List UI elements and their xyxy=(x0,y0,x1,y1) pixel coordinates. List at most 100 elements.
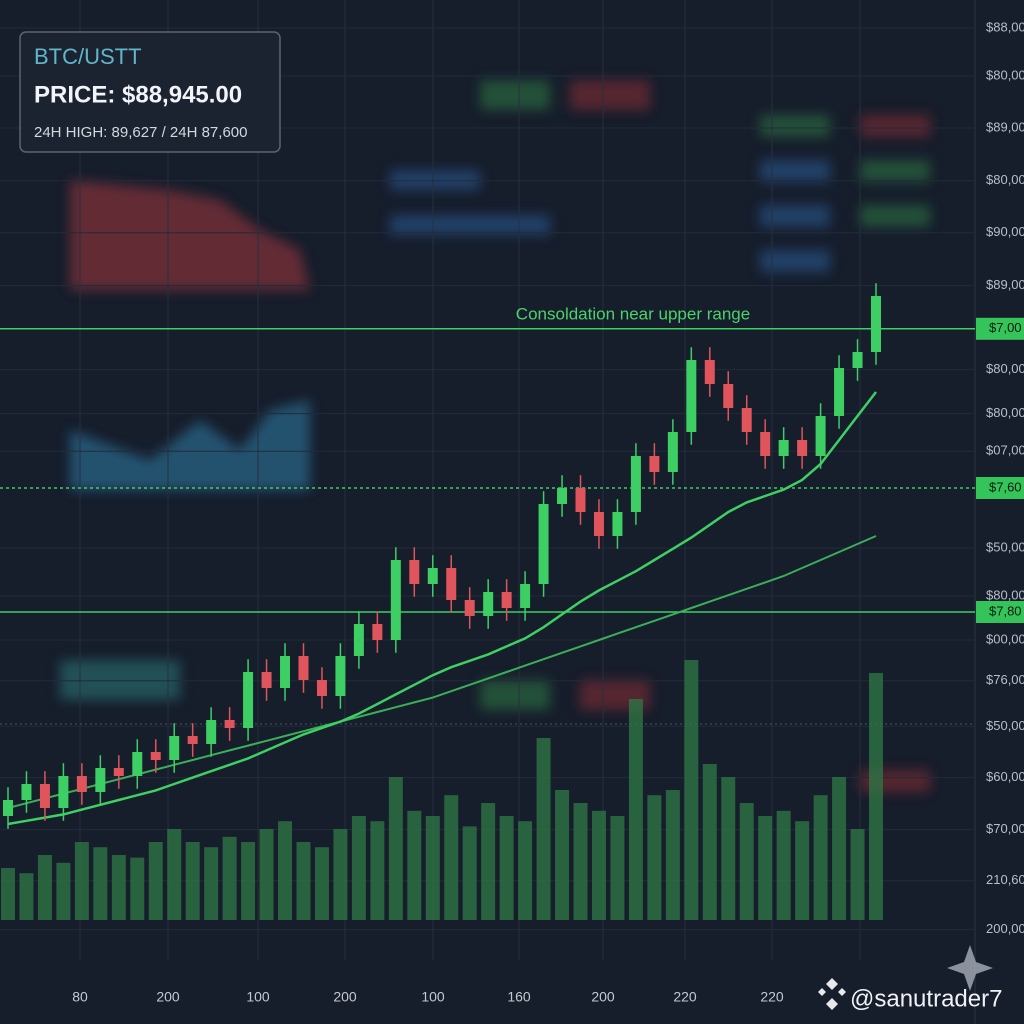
price-tag-label: $7,00 xyxy=(989,320,1022,335)
candle-body xyxy=(630,456,641,512)
x-tick-label: 220 xyxy=(760,989,784,1005)
candle-body xyxy=(464,600,475,616)
volume-bar xyxy=(462,826,477,920)
candle-body xyxy=(113,768,124,776)
candle-body xyxy=(593,512,604,536)
candle-body xyxy=(446,568,457,600)
volume-bar xyxy=(444,795,459,920)
x-tick-label: 200 xyxy=(156,989,180,1005)
candle-body xyxy=(39,784,50,808)
volume-bar xyxy=(19,873,34,920)
volume-bar xyxy=(351,816,366,920)
candle-body xyxy=(169,736,180,760)
candle-body xyxy=(760,432,771,456)
candle-body xyxy=(612,512,623,536)
volume-bar xyxy=(130,857,145,920)
volume-bar xyxy=(407,810,422,920)
volume-bar xyxy=(776,810,791,920)
candle-body xyxy=(224,720,235,728)
volume-bar xyxy=(628,699,643,920)
range: 24H HIGH: 89,627 / 24H 87,600 xyxy=(34,124,247,141)
volume-bar xyxy=(721,777,736,920)
volume-bar xyxy=(499,816,514,920)
volume-bar xyxy=(573,803,588,920)
volume-bar xyxy=(555,790,570,920)
y-tick-label: $80,00 xyxy=(986,361,1024,376)
candle-body xyxy=(95,768,106,792)
y-tick-label: $89,00 xyxy=(986,277,1024,292)
candle-body xyxy=(852,352,863,368)
candle-body xyxy=(557,488,568,504)
candle-body xyxy=(390,560,401,640)
watermark-text: @sanutrader7 xyxy=(850,985,1002,1012)
y-tick-label: $80,00 xyxy=(986,172,1024,187)
logo-icon xyxy=(818,978,846,1010)
x-tick-label: 80 xyxy=(72,989,88,1005)
candle-body xyxy=(187,736,198,744)
volume-bar xyxy=(795,821,810,920)
volume-bar xyxy=(241,842,256,920)
y-tick-label: $80,00 xyxy=(986,405,1024,420)
x-tick-label: 100 xyxy=(246,989,270,1005)
y-tick-label: $50,00 xyxy=(986,718,1024,733)
volume-bar xyxy=(204,847,219,920)
candle-body xyxy=(353,624,364,656)
volume-bar xyxy=(296,842,311,920)
volume-bar xyxy=(536,738,551,920)
x-tick-label: 220 xyxy=(673,989,697,1005)
price-tag xyxy=(976,477,1024,499)
annotation: Consoldation near upper range xyxy=(516,304,750,323)
volume-bar xyxy=(518,821,533,920)
volume-bar xyxy=(259,829,274,920)
y-tick-label: $88,00 xyxy=(986,19,1024,34)
volume-bar xyxy=(1,868,15,920)
volume-bar xyxy=(813,795,828,920)
sparkle-icon xyxy=(947,945,993,991)
volume-bar xyxy=(56,862,71,920)
volume-bar xyxy=(314,847,329,920)
y-tick-label: $80,00 xyxy=(986,67,1024,82)
candle-body xyxy=(58,776,69,808)
candle-body xyxy=(667,432,678,472)
y-tick-label: $76,00 xyxy=(986,672,1024,687)
volume-bar xyxy=(388,777,403,920)
volume-bar xyxy=(167,829,182,920)
candle-body xyxy=(575,488,586,512)
y-tick-label: 200,00 xyxy=(986,921,1024,936)
volume-bar xyxy=(702,764,717,920)
volume-bar xyxy=(148,842,163,920)
candle-body xyxy=(649,456,660,472)
volume-bar xyxy=(37,855,52,920)
candle-body xyxy=(132,752,143,776)
volume-bar xyxy=(111,855,126,920)
price: PRICE: $88,945.00 xyxy=(34,81,242,108)
x-tick-label: 100 xyxy=(421,989,445,1005)
volume-bar xyxy=(850,829,865,920)
y-tick-label: $50,00 xyxy=(986,539,1024,554)
volume-bar xyxy=(591,810,606,920)
volume-bar xyxy=(370,821,385,920)
y-tick-label: $89,00 xyxy=(986,119,1024,134)
volume-bar xyxy=(739,803,754,920)
y-tick-label: $00,00 xyxy=(986,631,1024,646)
blurred-background xyxy=(60,80,930,792)
info-box-frame xyxy=(19,31,281,153)
volume-bar xyxy=(610,816,625,920)
candle-body xyxy=(280,656,291,688)
volume-bar xyxy=(869,673,883,920)
volume-bar xyxy=(333,829,348,920)
candle-body xyxy=(409,560,420,584)
volume-bar xyxy=(684,660,699,920)
x-tick-label: 160 xyxy=(507,989,531,1005)
pair-name: BTC/USTT xyxy=(34,44,142,69)
candle-body xyxy=(778,440,789,456)
x-tick-label: 200 xyxy=(333,989,357,1005)
candle-body xyxy=(871,296,881,352)
price-tag-label: $7,60 xyxy=(989,479,1022,494)
y-tick-label: $90,00 xyxy=(986,224,1024,239)
candle-body xyxy=(538,504,549,584)
candle-body xyxy=(520,584,531,608)
candle-body xyxy=(704,360,715,384)
y-tick-label: $60,00 xyxy=(986,769,1024,784)
